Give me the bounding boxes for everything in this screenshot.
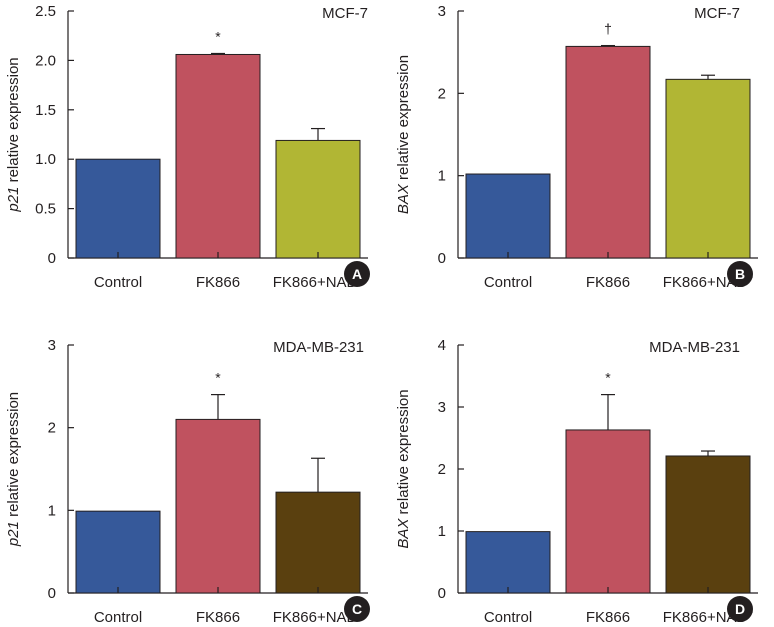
panel-badge-label: C [352, 601, 362, 617]
y-tick-label: 0 [48, 250, 56, 267]
x-tick-label: Control [484, 274, 532, 291]
y-tick-label: 2 [438, 85, 446, 102]
bar-control [75, 158, 161, 259]
y-tick-label: 4 [438, 337, 446, 354]
y-tick-label: 2.5 [35, 3, 56, 20]
x-tick-label: Control [484, 609, 532, 626]
y-axis-title-gene: BAX [395, 518, 412, 549]
y-axis-title: BAX relative expression [395, 55, 412, 214]
y-tick-label: 0 [438, 250, 446, 267]
y-axis-title: BAX relative expression [395, 389, 412, 548]
chart-title: MDA-MB-231 [273, 339, 364, 356]
y-tick-label: 3 [48, 337, 56, 354]
x-tick-label: FK866 [586, 274, 630, 291]
y-tick-label: 0 [48, 585, 56, 602]
panel-a: 0 0.5 1.0 1.5 2.0 2.5 p21 relative expression M… [5, 3, 370, 291]
panel-badge-label: B [735, 266, 745, 282]
y-tick-label: 3 [438, 399, 446, 416]
panel-badge-label: D [735, 601, 745, 617]
significance-marker: † [604, 21, 612, 37]
y-axis-title-suffix: relative expression [5, 57, 22, 186]
x-tick-label: Control [94, 609, 142, 626]
panel-badge [344, 596, 370, 622]
panel-badge [344, 261, 370, 287]
x-tick-label: FK866 [586, 609, 630, 626]
panel-badge [727, 261, 753, 287]
bar-control [465, 173, 551, 259]
bar-fk866 [175, 53, 261, 259]
y-tick-label: 2.0 [35, 52, 56, 69]
panel-b: 0 1 2 3 BAX relative expression MCF-7 Control †… [395, 3, 758, 291]
significance-marker: * [215, 28, 221, 44]
panel-c: 0 1 2 3 p21 relative expression MDA-MB-231 Con… [5, 337, 370, 626]
bar-fk866-nad [665, 455, 751, 594]
y-axis-title: p21 relative expression [5, 57, 22, 212]
y-axis-title: p21 relative expression [5, 392, 22, 547]
significance-marker: * [215, 370, 221, 386]
x-tick-label: Control [94, 274, 142, 291]
panel-d: 0 1 2 3 4 BAX relative expression MDA-MB-231 Co… [395, 337, 758, 626]
y-axis-title-suffix: relative expression [395, 55, 412, 184]
x-tick-label: FK866 [196, 609, 240, 626]
y-tick-label: 1 [438, 168, 446, 185]
y-axis-title-suffix: relative expression [395, 389, 412, 518]
y-tick-label: 1.0 [35, 151, 56, 168]
y-axis-title-gene: p21 [5, 521, 22, 547]
bar-fk866-nad [275, 491, 361, 594]
bar-fk866 [565, 45, 651, 259]
x-tick-label: FK866 [196, 274, 240, 291]
y-axis-title-suffix: relative expression [5, 392, 22, 521]
panel-badge-label: A [352, 266, 362, 282]
y-tick-label: 1 [438, 523, 446, 540]
bar-control [465, 531, 551, 594]
chart-title: MCF-7 [694, 5, 740, 22]
significance-marker: * [605, 370, 611, 386]
y-tick-label: 1 [48, 502, 56, 519]
chart-title: MCF-7 [322, 5, 368, 22]
bar-fk866-nad [275, 139, 361, 259]
y-axis-title-gene: BAX [395, 183, 412, 214]
y-tick-label: 0.5 [35, 201, 56, 218]
y-tick-label: 3 [438, 3, 446, 20]
panel-badge [727, 596, 753, 622]
bar-fk866 [175, 418, 261, 594]
y-tick-label: 1.5 [35, 102, 56, 119]
y-tick-label: 2 [438, 461, 446, 478]
y-tick-label: 2 [48, 420, 56, 437]
bar-fk866 [565, 429, 651, 594]
chart-title: MDA-MB-231 [649, 339, 740, 356]
y-tick-label: 0 [438, 585, 446, 602]
bar-fk866-nad [665, 78, 751, 259]
bar-control [75, 510, 161, 594]
y-axis-title-gene: p21 [5, 187, 22, 213]
